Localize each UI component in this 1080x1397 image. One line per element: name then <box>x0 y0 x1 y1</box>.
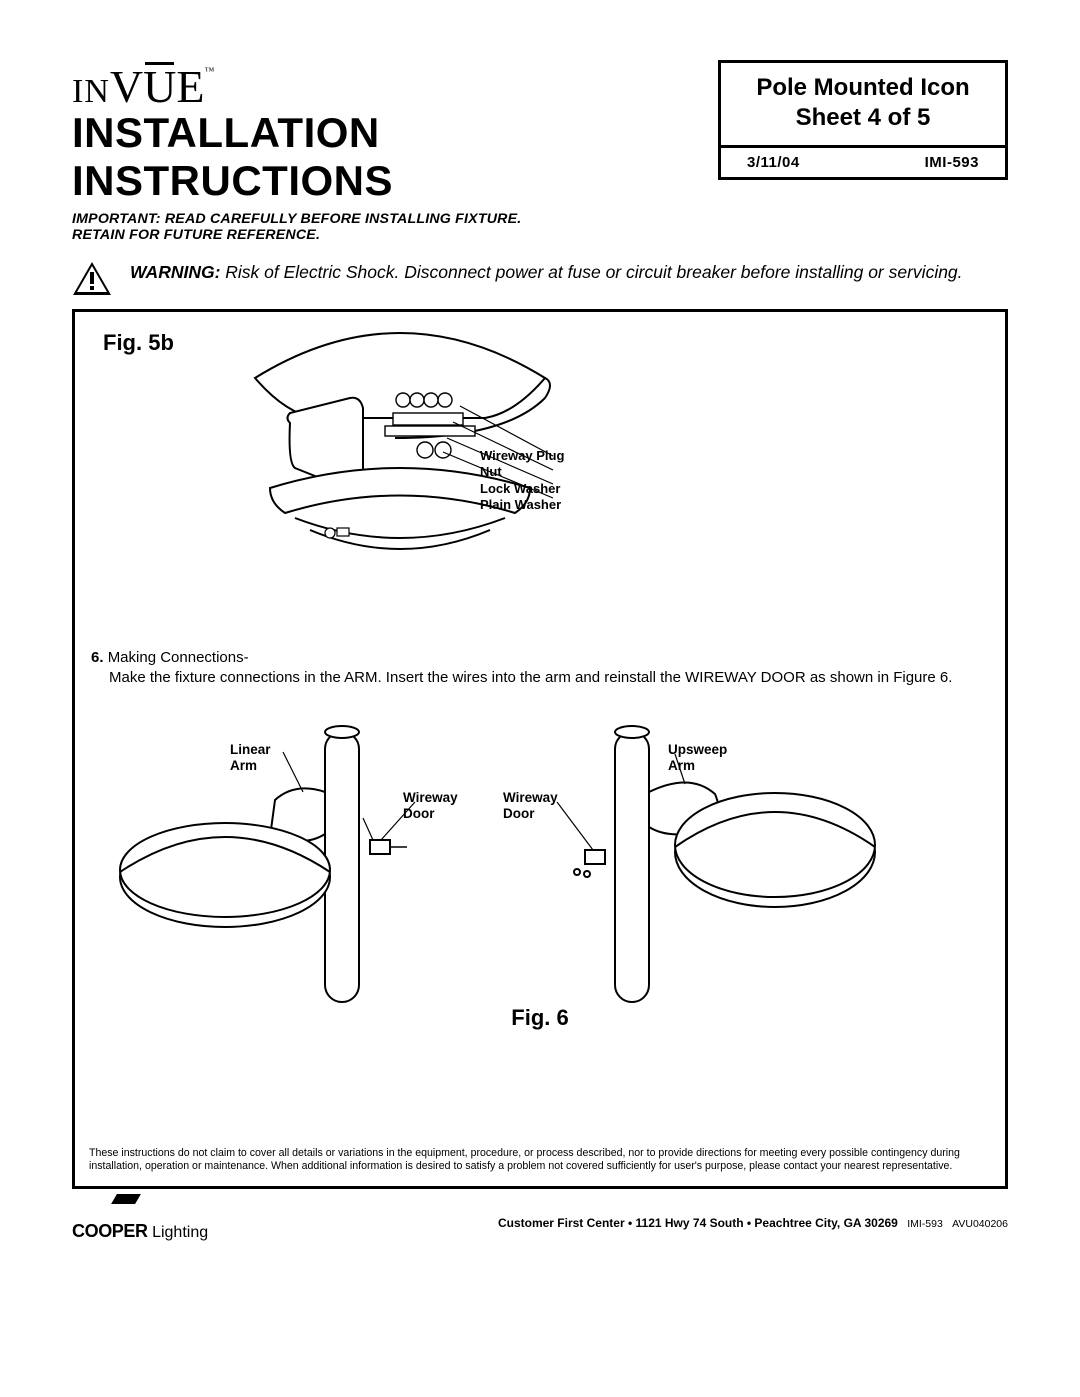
step-6-body: Make the fixture connections in the ARM.… <box>109 668 952 688</box>
logo-prefix: IN <box>72 73 110 110</box>
header-left: INVUE™ INSTALLATION INSTRUCTIONS IMPORTA… <box>72 60 698 243</box>
warning-icon <box>72 261 112 297</box>
important-line-1: IMPORTANT: READ CAREFULLY BEFORE INSTALL… <box>72 211 698 227</box>
warning-row: WARNING: Risk of Electric Shock. Disconn… <box>72 261 1008 297</box>
important-line-2: RETAIN FOR FUTURE REFERENCE. <box>72 227 698 243</box>
page-title: INSTALLATION INSTRUCTIONS <box>72 109 698 205</box>
footer-right: Customer First Center • 1121 Hwy 74 Sout… <box>498 1216 1008 1230</box>
warning-label: WARNING: <box>130 262 220 282</box>
logo-main: VUE <box>110 61 205 112</box>
fig5b-label: Fig. 5b <box>103 330 174 356</box>
callout-wireway-door-left: Wireway Door <box>403 790 458 821</box>
title-box: Pole Mounted Icon Sheet 4 of 5 3/11/04 I… <box>718 60 1008 180</box>
callout-lock-washer: Lock Washer <box>480 481 564 497</box>
footer-code-1: IMI-593 <box>907 1218 943 1230</box>
callout-linear-arm: Linear Arm <box>230 742 271 773</box>
footer-address: Customer First Center • 1121 Hwy 74 Sout… <box>498 1216 898 1230</box>
cooper-slash-icon <box>111 1194 141 1204</box>
footer-code-2: AVU040206 <box>952 1218 1008 1230</box>
cooper-logo: COOPER Lighting <box>72 1203 208 1242</box>
warning-body: Risk of Electric Shock. Disconnect power… <box>225 262 962 282</box>
disclaimer: These instructions do not claim to cover… <box>89 1147 991 1174</box>
callout-plain-washer: Plain Washer <box>480 497 564 513</box>
cooper-sub: Lighting <box>152 1224 208 1241</box>
title-box-top: Pole Mounted Icon Sheet 4 of 5 <box>721 63 1005 145</box>
logo-tm: ™ <box>204 66 216 77</box>
callout-upsweep-arm: Upsweep Arm <box>668 742 727 773</box>
invue-logo: INVUE™ <box>72 60 698 113</box>
main-content-box: Fig. 5b <box>72 309 1008 1189</box>
cooper-brand: COOPER <box>72 1221 148 1241</box>
warning-text: WARNING: Risk of Electric Shock. Disconn… <box>130 261 963 283</box>
step-6-title: Making Connections- <box>108 649 249 666</box>
title-code: IMI-593 <box>925 154 979 171</box>
step-6-number: 6. <box>91 649 104 666</box>
title-line-1: Pole Mounted Icon <box>727 73 999 103</box>
callout-wireway-door-right: Wireway Door <box>503 790 558 821</box>
fig5b-callouts: Wireway Plug Nut Lock Washer Plain Washe… <box>480 448 564 513</box>
fig6-label: Fig. 6 <box>511 1005 568 1031</box>
title-line-2: Sheet 4 of 5 <box>727 103 999 133</box>
step-6: 6. Making Connections- Make the fixture … <box>91 648 989 689</box>
title-date: 3/11/04 <box>747 154 800 171</box>
footer: COOPER Lighting Customer First Center • … <box>72 1203 1008 1242</box>
title-box-bottom: 3/11/04 IMI-593 <box>721 145 1005 177</box>
callout-wireway-plug: Wireway Plug <box>480 448 564 464</box>
callout-nut: Nut <box>480 464 564 480</box>
